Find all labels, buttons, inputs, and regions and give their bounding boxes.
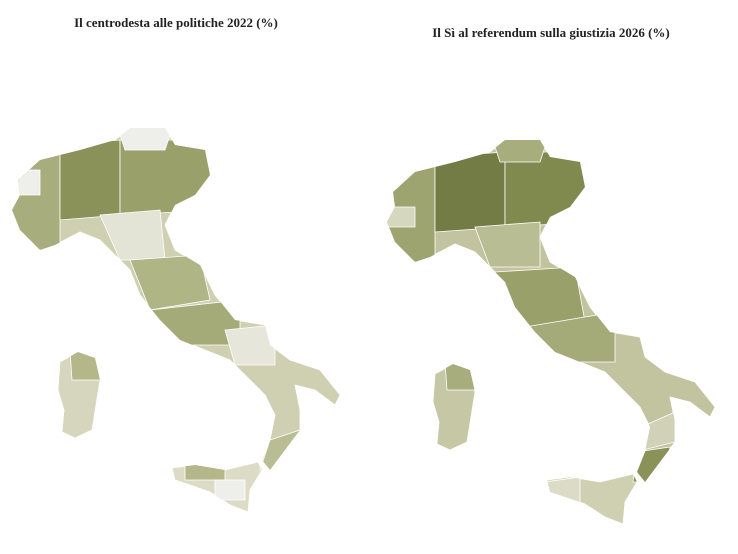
map-2022 — [11, 127, 341, 513]
map-2026 — [386, 139, 716, 525]
province — [387, 206, 416, 228]
map-title: Il Sì al referendum sulla giustizia 2026… — [432, 25, 670, 40]
province — [12, 169, 41, 196]
province — [69, 349, 101, 381]
province — [474, 221, 541, 268]
province — [119, 139, 216, 216]
province — [504, 151, 591, 228]
province — [489, 140, 551, 163]
province — [114, 128, 176, 151]
province — [59, 139, 121, 221]
map-title: Il centrodesta alle politiche 2022 (%) — [74, 15, 278, 30]
province — [494, 266, 586, 328]
province — [12, 149, 61, 251]
province — [224, 324, 276, 366]
province — [632, 446, 671, 483]
province — [129, 254, 211, 311]
province — [184, 459, 226, 481]
province — [99, 209, 166, 261]
province — [214, 479, 246, 501]
